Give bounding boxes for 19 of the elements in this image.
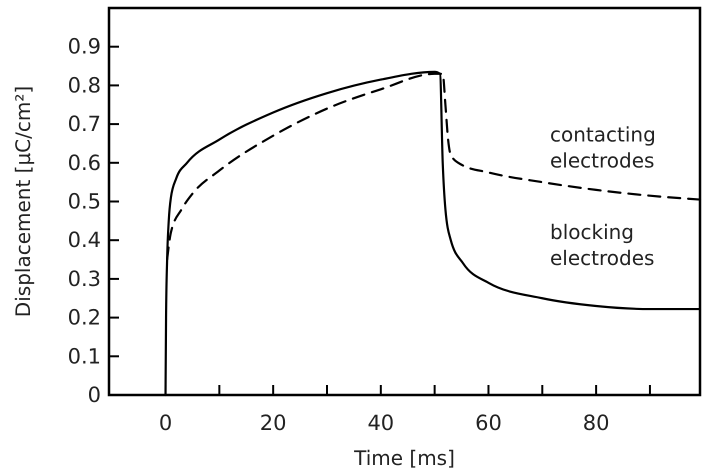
y-tick-label: 0.3 xyxy=(68,266,101,291)
y-tick-label: 0.9 xyxy=(68,34,101,59)
y-tick-label: 0 xyxy=(88,383,101,407)
y-axis-title: Displacement [µC/cm²] xyxy=(11,86,35,318)
y-tick-label: 0.1 xyxy=(68,344,101,368)
x-tick-label: 20 xyxy=(260,411,287,435)
x-tick-label: 80 xyxy=(582,411,610,435)
x-tick-label: 0 xyxy=(158,411,172,435)
x-tick-label: 60 xyxy=(475,411,502,435)
x-tick-label: 40 xyxy=(367,411,394,435)
series-label: blocking electrodes xyxy=(550,220,654,270)
y-tick-label: 0.2 xyxy=(68,306,101,330)
y-tick-label: 0.5 xyxy=(68,190,101,214)
series-label: contacting electrodes xyxy=(550,122,656,173)
x-axis-title: Time [ms] xyxy=(353,446,455,470)
y-tick-label: 0.7 xyxy=(68,112,101,136)
y-tick-label: 0.6 xyxy=(68,150,101,175)
y-tick-label: 0.8 xyxy=(68,73,101,98)
y-tick-label: 0.4 xyxy=(68,228,101,252)
